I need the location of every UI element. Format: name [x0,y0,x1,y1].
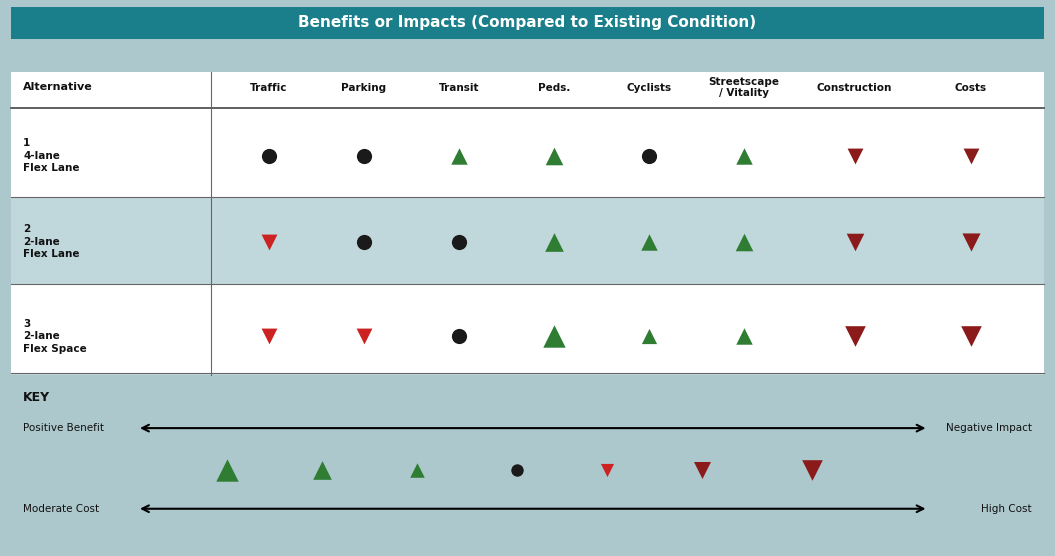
Point [356,237,372,246]
Text: 2
2-lane
Flex Lane: 2 2-lane Flex Lane [23,225,80,259]
Point [598,465,615,474]
Point [408,465,425,474]
Text: Construction: Construction [817,83,893,92]
Point [450,151,467,160]
Point [356,151,372,160]
Point [693,465,710,474]
Point [846,237,863,246]
Text: Negative Impact: Negative Impact [945,423,1032,433]
FancyBboxPatch shape [11,7,1044,39]
Text: Peds.: Peds. [538,83,570,92]
Point [640,237,657,246]
Point [640,151,657,160]
Point [450,237,467,246]
Text: Moderate Cost: Moderate Cost [23,504,99,514]
FancyBboxPatch shape [11,72,1044,197]
Text: Transit: Transit [439,83,479,92]
Text: Alternative: Alternative [23,82,93,92]
Point [962,237,979,246]
Point [640,332,657,341]
Point [735,237,752,246]
Point [804,465,821,474]
Point [545,151,562,160]
Point [735,332,752,341]
Text: Costs: Costs [955,83,986,92]
Text: Positive Benefit: Positive Benefit [23,423,104,433]
Text: Traffic: Traffic [250,83,288,92]
Point [261,237,277,246]
Point [450,332,467,341]
Text: Benefits or Impacts (Compared to Existing Condition): Benefits or Impacts (Compared to Existin… [299,15,756,29]
Text: KEY: KEY [23,391,51,404]
Point [846,151,863,160]
Point [509,465,525,474]
Point [962,332,979,341]
Point [735,151,752,160]
Point [545,237,562,246]
FancyBboxPatch shape [11,284,1044,373]
Point [545,332,562,341]
Point [962,151,979,160]
Text: Cyclists: Cyclists [627,83,671,92]
FancyBboxPatch shape [11,373,1044,375]
Point [846,332,863,341]
Text: High Cost: High Cost [981,504,1032,514]
FancyBboxPatch shape [11,197,1044,284]
Point [313,465,330,474]
Text: 3
2-lane
Flex Space: 3 2-lane Flex Space [23,319,87,354]
Text: Streetscape
/ Vitality: Streetscape / Vitality [708,77,780,98]
Point [261,151,277,160]
Text: Parking: Parking [342,83,386,92]
Text: 1
4-lane
Flex Lane: 1 4-lane Flex Lane [23,138,80,173]
Point [356,332,372,341]
Point [218,465,235,474]
FancyBboxPatch shape [11,72,1044,375]
Point [261,332,277,341]
